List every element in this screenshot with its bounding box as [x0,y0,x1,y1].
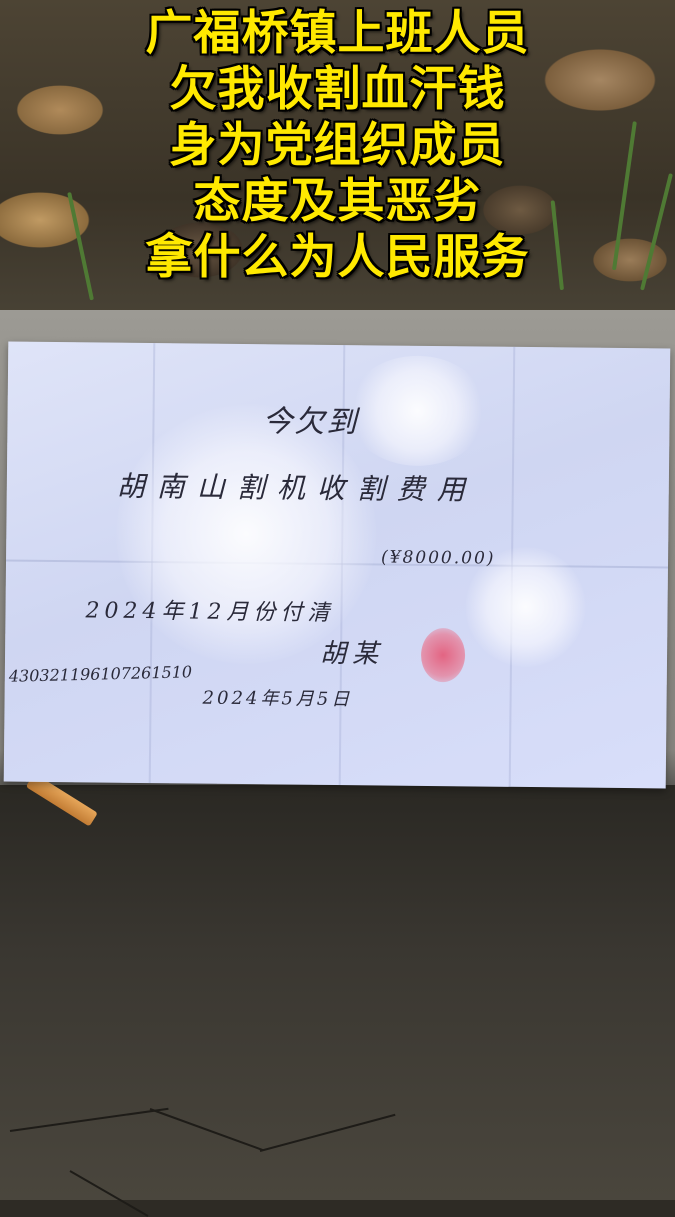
note-signer: 胡某 [319,638,385,670]
iou-note: 今欠到 胡南山割机收割费用 (¥8000.00) 2024年12月份付清 胡某 … [3,341,671,789]
caption-line: 广福桥镇上班人员 [145,6,530,61]
note-heading: 今欠到 [262,404,359,441]
caption-line: 态度及其恶劣 [193,174,482,229]
note-date: 2024年5月5日 [202,687,353,711]
overlay-caption: 广福桥镇上班人员 欠我收割血汗钱 身为党组织成员 态度及其恶劣 拿什么为人民服务 [0,6,675,286]
caption-line: 欠我收割血汗钱 [169,62,506,117]
note-amount: (¥8000.00) [380,547,496,569]
note-id-number: 430321196107261510 [8,662,193,686]
sunlight-patch [347,355,489,467]
red-thumbprint-seal [420,627,466,683]
note-body: 胡南山割机收割费用 [116,469,477,507]
note-due-date: 2024年12月份付清 [85,598,335,626]
caption-line: 拿什么为人民服务 [145,230,530,285]
caption-line: 身为党组织成员 [169,118,506,173]
shaded-ground [0,785,675,1200]
